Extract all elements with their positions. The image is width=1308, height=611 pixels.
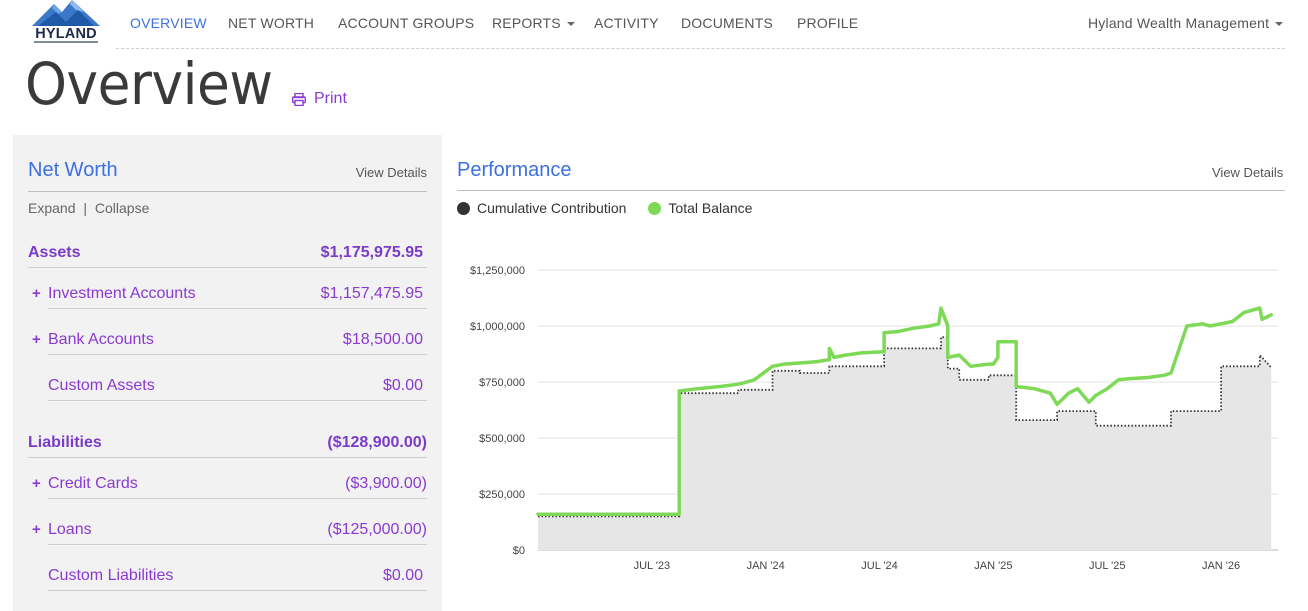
- nav-documents[interactable]: DOCUMENTS: [681, 15, 774, 31]
- x-tick-label: JUL '25: [1089, 560, 1126, 572]
- bank-accounts-row[interactable]: + Bank Accounts $18,500.00: [32, 325, 427, 355]
- credit-cards-label: Credit Cards: [48, 474, 138, 492]
- net-worth-view-details[interactable]: View Details: [355, 165, 427, 180]
- expand-link[interactable]: Expand: [28, 200, 76, 216]
- mountain-icon: [32, 0, 100, 26]
- expand-plus-icon[interactable]: +: [32, 331, 41, 348]
- print-label: Print: [314, 90, 347, 107]
- expand-plus-icon[interactable]: +: [32, 475, 41, 492]
- brand-tagline-line: [34, 41, 98, 43]
- nav-overview[interactable]: OVERVIEW: [130, 15, 207, 31]
- nav-activity[interactable]: ACTIVITY: [594, 15, 659, 31]
- investment-accounts-row[interactable]: + Investment Accounts $1,157,475.95: [32, 279, 427, 309]
- account-menu-label: Hyland Wealth Management: [1088, 15, 1270, 31]
- x-tick-label: JAN '25: [974, 560, 1012, 572]
- nav-reports-label: REPORTS: [492, 15, 561, 31]
- custom-liabilities-label: Custom Liabilities: [48, 566, 174, 584]
- series-total-balance: [536, 306, 1273, 516]
- chevron-down-icon: [566, 22, 575, 27]
- page-title: Overview: [25, 50, 273, 118]
- liabilities-label: Liabilities: [28, 433, 102, 451]
- expand-collapse-controls: Expand | Collapse: [28, 200, 149, 216]
- expand-plus-icon[interactable]: +: [32, 285, 41, 302]
- performance-chart[interactable]: $0 $250,000 $500,000 $750,000 $1,000,000 $1,2…: [450, 255, 1290, 585]
- chevron-down-icon: [1275, 22, 1284, 27]
- credit-cards-value: ($3,900.00): [345, 474, 427, 492]
- nav-profile[interactable]: PROFILE: [797, 15, 859, 31]
- y-tick-label: $250,000: [479, 489, 525, 501]
- net-worth-title: Net Worth: [28, 159, 118, 181]
- nav-divider: [116, 48, 1285, 49]
- legend-label: Cumulative Contribution: [477, 200, 627, 216]
- nav-net-worth[interactable]: NET WORTH: [228, 15, 315, 31]
- y-tick-label: $1,000,000: [470, 321, 525, 333]
- net-worth-panel: Net Worth View Details Expand | Collapse…: [13, 135, 442, 611]
- print-button[interactable]: Print: [292, 90, 347, 108]
- bank-accounts-value: $18,500.00: [342, 330, 423, 348]
- hyland-logo[interactable]: HYLAND: [28, 0, 104, 48]
- printer-icon: [292, 92, 306, 106]
- legend-total-balance[interactable]: Total Balance: [648, 200, 752, 216]
- series-cumulative-contribution: [538, 336, 1272, 518]
- contribution-area: [538, 337, 1272, 550]
- loans-value: ($125,000.00): [327, 520, 427, 538]
- nav-reports[interactable]: REPORTS: [492, 15, 575, 31]
- bank-accounts-label: Bank Accounts: [48, 330, 154, 348]
- loans-row[interactable]: + Loans ($125,000.00): [32, 515, 427, 545]
- investment-accounts-value: $1,157,475.95: [320, 284, 423, 302]
- assets-label: Assets: [28, 243, 81, 261]
- custom-assets-label: Custom Assets: [48, 376, 155, 394]
- loans-label: Loans: [48, 520, 92, 538]
- x-tick-label: JUL '23: [634, 560, 671, 572]
- x-tick-label: JAN '26: [1202, 560, 1240, 572]
- liabilities-total: ($128,900.00): [327, 433, 427, 451]
- custom-assets-value: $0.00: [382, 376, 423, 394]
- net-worth-divider: [28, 191, 427, 192]
- y-tick-label: $500,000: [479, 433, 525, 445]
- liabilities-row[interactable]: Liabilities ($128,900.00): [28, 428, 427, 458]
- x-tick-label: JUL '24: [861, 560, 898, 572]
- y-tick-label: $1,250,000: [470, 265, 525, 277]
- expand-plus-icon[interactable]: +: [32, 521, 41, 538]
- custom-liabilities-row[interactable]: Custom Liabilities $0.00: [48, 561, 427, 591]
- legend-cumulative-contribution[interactable]: Cumulative Contribution: [457, 200, 626, 216]
- collapse-link[interactable]: Collapse: [94, 200, 150, 216]
- legend-label: Total Balance: [668, 200, 753, 216]
- performance-title: Performance: [457, 159, 572, 181]
- investment-accounts-label: Investment Accounts: [48, 284, 196, 302]
- performance-view-details[interactable]: View Details: [1212, 165, 1284, 180]
- custom-liabilities-value: $0.00: [382, 566, 423, 584]
- chart-legend: Cumulative Contribution Total Balance: [457, 200, 752, 216]
- assets-row[interactable]: Assets $1,175,975.95: [28, 238, 427, 268]
- x-tick-label: JAN '24: [747, 560, 785, 572]
- y-tick-label: $750,000: [479, 377, 525, 389]
- top-navigation: HYLAND OVERVIEW NET WORTH ACCOUNT GROUPS…: [0, 0, 1308, 50]
- brand-name: HYLAND: [35, 26, 97, 42]
- performance-divider: [457, 190, 1285, 191]
- legend-dot-icon: [457, 201, 470, 215]
- legend-dot-icon: [648, 201, 662, 215]
- toggle-separator: |: [83, 200, 88, 216]
- assets-total: $1,175,975.95: [320, 243, 423, 261]
- account-menu[interactable]: Hyland Wealth Management: [1088, 15, 1284, 31]
- nav-account-groups[interactable]: ACCOUNT GROUPS: [338, 15, 475, 31]
- y-tick-label: $0: [513, 545, 525, 557]
- credit-cards-row[interactable]: + Credit Cards ($3,900.00): [32, 469, 427, 499]
- custom-assets-row[interactable]: Custom Assets $0.00: [48, 371, 427, 401]
